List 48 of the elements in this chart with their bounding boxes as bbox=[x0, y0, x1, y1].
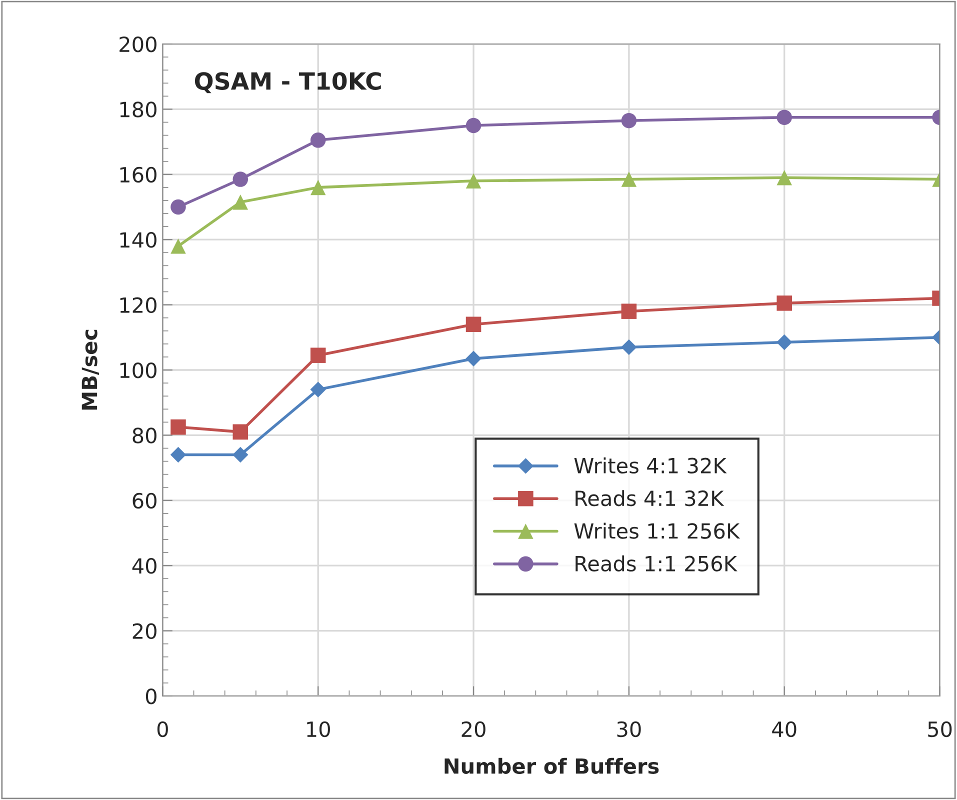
point bbox=[466, 173, 482, 189]
point bbox=[310, 382, 326, 398]
x-tick-label: 10 bbox=[307, 721, 330, 738]
legend-label: Writes 4:1 32K bbox=[574, 457, 727, 474]
point bbox=[232, 446, 248, 463]
legend-label: Writes 1:1 256K bbox=[574, 522, 740, 539]
point bbox=[310, 132, 326, 148]
y-tick-label: 60 bbox=[132, 492, 156, 509]
x-tick-label: 0 bbox=[157, 721, 168, 738]
y-tick-label: 80 bbox=[132, 428, 156, 444]
legend-label: Reads 1:1 256K bbox=[576, 555, 738, 572]
y-tick-label: 120 bbox=[120, 297, 156, 314]
point bbox=[621, 112, 637, 128]
point bbox=[776, 296, 792, 311]
x-tick-label: 20 bbox=[462, 721, 486, 738]
y-tick-label: 40 bbox=[132, 558, 156, 574]
point bbox=[170, 419, 186, 435]
point bbox=[170, 446, 186, 463]
point bbox=[776, 110, 792, 125]
y-tick-label: 160 bbox=[120, 166, 156, 183]
point bbox=[621, 172, 637, 187]
y-tick-label: 100 bbox=[120, 362, 156, 378]
point bbox=[466, 316, 482, 332]
point bbox=[232, 172, 248, 187]
point bbox=[310, 348, 326, 363]
y-tick-label: 200 bbox=[120, 36, 156, 52]
point bbox=[621, 339, 637, 356]
point bbox=[621, 304, 637, 319]
point bbox=[232, 424, 248, 440]
point bbox=[776, 334, 792, 350]
y-tick-label: 140 bbox=[120, 232, 156, 248]
y-tick-label: 180 bbox=[120, 102, 156, 118]
x-tick-label: 50 bbox=[928, 721, 952, 738]
point bbox=[170, 238, 186, 254]
x-tick-label: 40 bbox=[772, 721, 796, 738]
x-axis-title: Number of Buffers bbox=[444, 758, 659, 774]
point bbox=[466, 118, 482, 134]
point bbox=[170, 199, 186, 215]
point bbox=[466, 350, 482, 366]
point bbox=[232, 194, 248, 210]
y-tick-label: 20 bbox=[132, 623, 156, 640]
x-tick-label: 30 bbox=[617, 721, 641, 738]
point bbox=[310, 180, 326, 196]
y-tick-label: 0 bbox=[146, 688, 156, 704]
text: QSAM - T10KC bbox=[194, 72, 381, 94]
point bbox=[776, 170, 792, 186]
legend-label: Reads 4:1 32K bbox=[576, 490, 724, 506]
y-axis-title: MB/sec bbox=[82, 330, 99, 410]
